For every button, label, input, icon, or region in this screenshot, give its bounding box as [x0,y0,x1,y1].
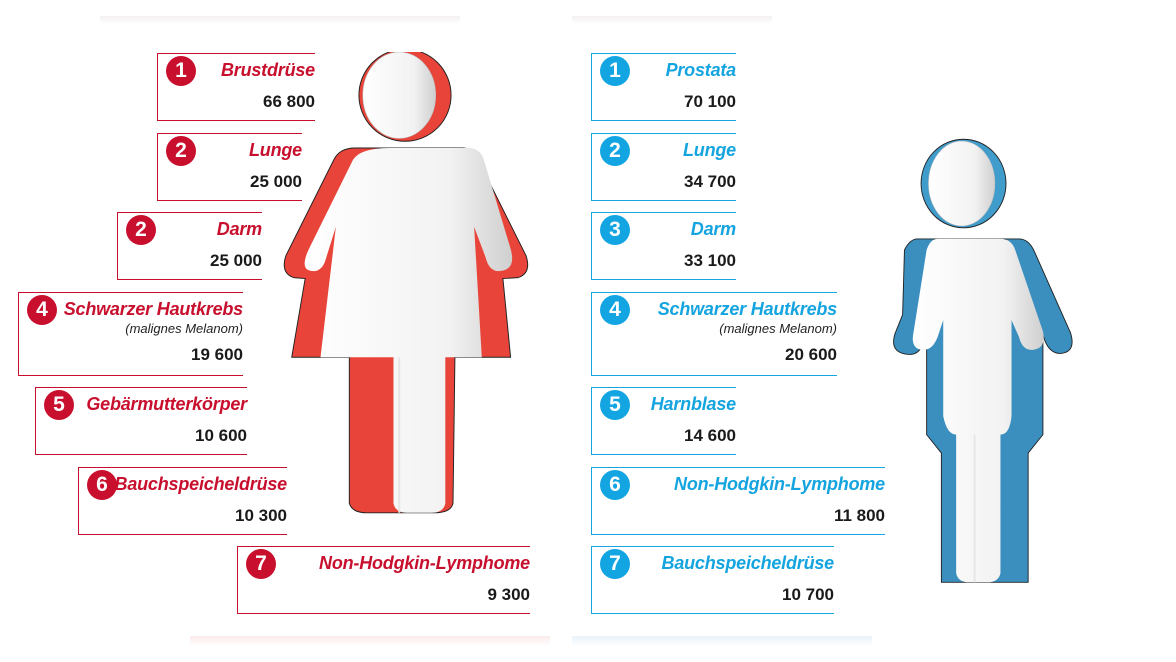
rank-badge: 3 [600,215,630,245]
bottom-shadow-right [572,636,872,646]
rank-badge: 7 [600,549,630,579]
rank-badge: 5 [44,390,74,420]
case-count: 25 000 [210,251,262,270]
women-item-3: 2 Darm 25 000 [117,212,262,280]
women-item-7: 7 Non-Hodgkin-Lymphome 9 300 [237,546,530,614]
case-count: 11 800 [833,506,885,525]
woman-figure-icon [283,52,529,514]
rank-badge: 2 [600,136,630,166]
women-item-4: 4 Schwarzer Hautkrebs (malignes Melanom)… [18,292,243,376]
case-count: 10 300 [235,506,287,525]
cancer-type: Non-Hodgkin-Lymphome [674,474,885,494]
cancer-subtype: (malignes Melanom) [125,321,243,336]
cancer-type: Brustdrüse [220,60,315,80]
rank-badge: 1 [166,56,196,86]
rank-badge: 1 [600,56,630,86]
case-count: 33 100 [684,251,736,270]
women-item-2: 2 Lunge 25 000 [157,133,302,201]
cancer-type: Darm [216,219,262,239]
cancer-subtype: (malignes Melanom) [719,321,837,336]
cancer-type: Bauchspeicheldrüse [114,474,288,494]
cancer-type: Gebärmutterkörper [86,394,247,414]
cancer-type: Lunge [683,140,736,160]
rank-badge: 5 [600,390,630,420]
cancer-type: Bauchspeicheldrüse [661,553,835,573]
men-item-3: 3 Darm 33 100 [591,212,736,280]
rank-badge: 2 [166,136,196,166]
men-item-4: 4 Schwarzer Hautkrebs (malignes Melanom)… [591,292,837,376]
man-figure-icon [893,138,1073,583]
top-shadow-left [100,16,460,24]
rank-badge: 2 [126,215,156,245]
men-item-1: 1 Prostata 70 100 [591,53,736,121]
case-count: 9 300 [487,585,530,604]
case-count: 70 100 [684,92,736,111]
bottom-shadow-left [190,636,550,646]
case-count: 10 700 [782,585,834,604]
case-count: 34 700 [684,172,736,191]
case-count: 20 600 [785,345,837,364]
rank-badge: 4 [600,295,630,325]
cancer-type: Harnblase [650,394,736,414]
men-item-5: 5 Harnblase 14 600 [591,387,736,455]
cancer-type: Schwarzer Hautkrebs [63,299,243,319]
women-item-1: 1 Brustdrüse 66 800 [157,53,315,121]
cancer-type: Prostata [665,60,737,80]
cancer-type: Schwarzer Hautkrebs [657,299,837,319]
rank-badge: 4 [27,295,57,325]
case-count: 66 800 [263,92,315,111]
women-item-5: 5 Gebärmutterkörper 10 600 [35,387,247,455]
top-shadow-right [572,16,772,24]
case-count: 14 600 [684,426,736,445]
men-item-2: 2 Lunge 34 700 [591,133,736,201]
case-count: 10 600 [195,426,247,445]
rank-badge: 6 [600,470,630,500]
case-count: 25 000 [250,172,302,191]
case-count: 19 600 [191,345,243,364]
men-item-7: 7 Bauchspeicheldrüse 10 700 [591,546,834,614]
cancer-type: Non-Hodgkin-Lymphome [319,553,530,573]
rank-badge: 6 [87,470,117,500]
cancer-type: Darm [690,219,736,239]
women-item-6: 6 Bauchspeicheldrüse 10 300 [78,467,287,535]
cancer-type: Lunge [249,140,302,160]
rank-badge: 7 [246,549,276,579]
men-item-6: 6 Non-Hodgkin-Lymphome 11 800 [591,467,885,535]
